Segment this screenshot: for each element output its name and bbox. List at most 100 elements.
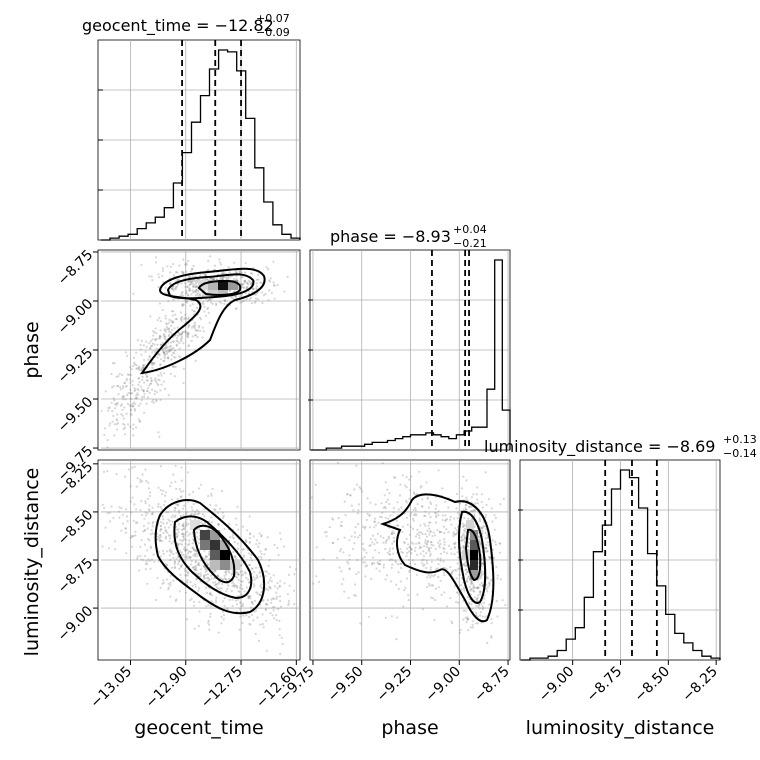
sample-point bbox=[408, 489, 411, 492]
sample-point bbox=[369, 544, 372, 547]
sample-point bbox=[312, 582, 315, 585]
sample-point bbox=[257, 273, 260, 276]
sample-point bbox=[187, 318, 190, 321]
sample-point bbox=[441, 487, 444, 490]
sample-point bbox=[477, 605, 480, 609]
sample-point bbox=[131, 380, 134, 383]
sample-point bbox=[194, 334, 197, 337]
sample-point bbox=[238, 607, 242, 610]
sample-point bbox=[245, 586, 248, 589]
sample-point bbox=[122, 428, 125, 431]
sample-point bbox=[206, 576, 210, 579]
sample-point bbox=[175, 598, 178, 601]
sample-point bbox=[175, 487, 178, 490]
sample-point bbox=[178, 523, 181, 526]
sample-point bbox=[142, 530, 145, 533]
sample-point bbox=[397, 571, 400, 574]
sample-point bbox=[256, 576, 259, 579]
sample-point bbox=[399, 580, 402, 583]
sample-point bbox=[475, 613, 478, 617]
sample-point bbox=[234, 295, 237, 298]
sample-point bbox=[197, 487, 200, 490]
sample-point bbox=[158, 337, 162, 340]
sample-point bbox=[202, 302, 205, 306]
sample-point bbox=[164, 335, 167, 338]
sample-point bbox=[136, 367, 139, 370]
sample-point bbox=[378, 563, 381, 566]
sample-point bbox=[166, 351, 169, 354]
sample-point bbox=[253, 585, 256, 588]
sample-point bbox=[181, 532, 185, 536]
sample-point bbox=[169, 581, 172, 584]
sample-point bbox=[339, 548, 342, 551]
sample-point bbox=[150, 558, 153, 561]
sample-point bbox=[364, 565, 367, 568]
sample-point bbox=[214, 583, 218, 586]
sample-point bbox=[153, 560, 156, 563]
sample-point bbox=[175, 532, 178, 535]
sample-point bbox=[264, 608, 267, 611]
sample-point bbox=[167, 334, 171, 338]
sample-point bbox=[108, 406, 111, 409]
sample-point bbox=[164, 529, 167, 532]
sample-point bbox=[192, 291, 195, 294]
sample-point bbox=[190, 293, 193, 296]
sample-point bbox=[182, 554, 185, 557]
sample-point bbox=[146, 390, 149, 393]
sample-point bbox=[456, 562, 459, 565]
sample-point bbox=[194, 583, 197, 586]
sample-point bbox=[253, 599, 257, 602]
sample-point bbox=[209, 503, 212, 506]
sample-point bbox=[164, 350, 168, 353]
sample-point bbox=[207, 494, 210, 498]
sample-point bbox=[233, 277, 236, 280]
sample-point bbox=[117, 510, 121, 513]
sample-point bbox=[208, 592, 211, 595]
sample-point bbox=[110, 372, 113, 376]
sample-point bbox=[194, 285, 197, 288]
sample-point bbox=[361, 542, 364, 546]
sample-point bbox=[170, 319, 173, 322]
sample-point bbox=[482, 572, 485, 575]
sample-point bbox=[104, 526, 107, 529]
sample-point bbox=[207, 259, 210, 263]
sample-point bbox=[148, 342, 151, 345]
title-phase-plus: +0.04 bbox=[453, 223, 487, 236]
sample-point bbox=[140, 388, 143, 391]
sample-point bbox=[157, 535, 160, 538]
sample-point bbox=[126, 520, 129, 523]
sample-point bbox=[170, 310, 173, 313]
sample-point bbox=[199, 568, 202, 571]
sample-point bbox=[250, 567, 253, 570]
sample-point bbox=[276, 587, 279, 590]
sample-point bbox=[179, 573, 182, 577]
sample-point bbox=[482, 601, 486, 604]
sample-point bbox=[460, 588, 463, 591]
sample-point bbox=[376, 541, 379, 544]
sample-point bbox=[182, 272, 185, 275]
sample-point bbox=[163, 359, 166, 362]
sample-point bbox=[457, 601, 460, 604]
sample-point bbox=[393, 532, 396, 535]
sample-point bbox=[496, 577, 499, 580]
sample-point bbox=[140, 339, 143, 343]
x-tick-label: −9.50 bbox=[325, 664, 367, 706]
sample-point bbox=[268, 279, 271, 282]
sample-point bbox=[195, 568, 198, 572]
sample-point bbox=[161, 308, 164, 312]
sample-point bbox=[174, 356, 177, 359]
sample-point bbox=[479, 593, 482, 596]
sample-point bbox=[150, 379, 153, 382]
sample-point bbox=[140, 499, 143, 503]
sample-point bbox=[479, 590, 482, 593]
sample-point bbox=[187, 259, 190, 263]
sample-point bbox=[184, 549, 187, 552]
sample-point bbox=[185, 263, 188, 266]
sample-point bbox=[276, 582, 279, 585]
sample-point bbox=[165, 550, 169, 553]
sample-point bbox=[174, 317, 177, 321]
sample-point bbox=[188, 532, 191, 535]
sample-point bbox=[170, 542, 173, 545]
sample-point bbox=[238, 586, 241, 589]
sample-point bbox=[131, 496, 134, 499]
